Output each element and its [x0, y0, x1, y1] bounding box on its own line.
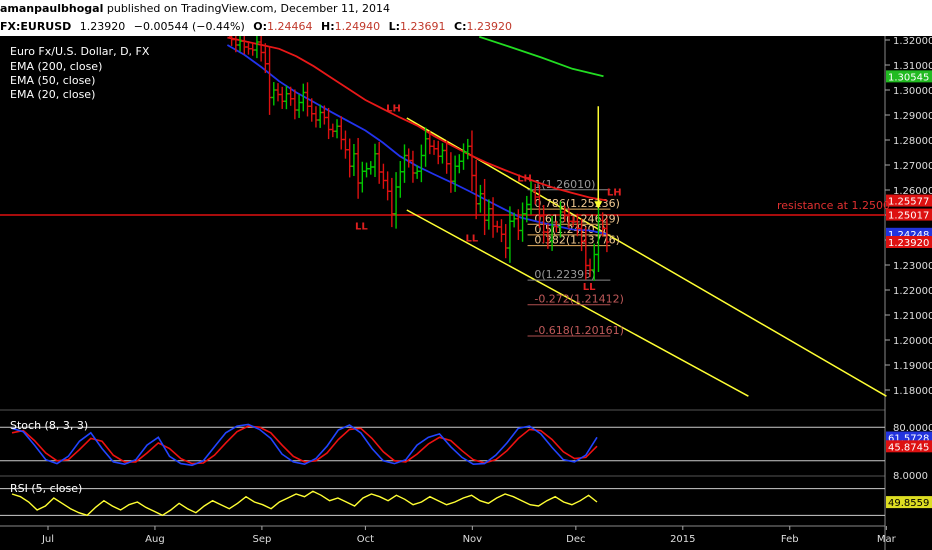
fib-level-label: -0.618(1.20161)	[534, 324, 624, 337]
time-tick-label: Nov	[463, 534, 483, 545]
price-tick-label: 1.21000	[893, 311, 932, 322]
swing-label: LL	[355, 221, 368, 232]
rsi-label: RSI (5, close)	[10, 482, 82, 495]
axes: 1.32000 1.31000 1.30000 1.29000 1.28000 1.270…	[41, 36, 932, 545]
price-badge-label: 1.25017	[888, 211, 929, 222]
time-tick-label: Oct	[357, 534, 374, 545]
stoch-badge-label: 45.8745	[888, 442, 929, 453]
open-label: O:	[253, 20, 267, 33]
legend-ema200: EMA (200, close)	[10, 60, 102, 73]
stoch-k-line	[11, 423, 598, 467]
legend-ema20: EMA (20, close)	[10, 88, 95, 101]
legend-title: Euro Fx/U.S. Dollar, D, FX	[10, 45, 150, 58]
price-badge	[886, 236, 932, 248]
stoch-tick-label: 8.0000	[893, 471, 928, 482]
time-tick-label: Jul	[41, 534, 54, 545]
price-tick-label: 1.18000	[893, 386, 932, 397]
price-badge-label: 1.25577	[888, 197, 929, 208]
fib-level-label: -0.272(1.21412)	[534, 293, 624, 306]
stochastic-panel[interactable]	[0, 423, 885, 467]
price-tick-label: 1.19000	[893, 361, 932, 372]
published-text: published on TradingView.com, December 1…	[106, 2, 391, 15]
swing-label: LH	[386, 103, 401, 114]
price-tick-label: 1.31000	[893, 61, 932, 72]
price-change: −0.00544 (−0.44%)	[133, 20, 245, 33]
price-tick-label: 1.22000	[893, 286, 932, 297]
price-badge	[886, 70, 932, 83]
resistance-label: resistance at 1.2500	[777, 199, 890, 212]
legend-ema50: EMA (50, close)	[10, 74, 95, 87]
last-price: 1.23920	[79, 20, 126, 33]
quote-bar: FX:EURUSD 1.23920 −0.00544 (−0.44%) O:1.…	[0, 18, 932, 36]
stoch-label: Stoch (8, 3, 3)	[10, 419, 88, 432]
author-name[interactable]: amanpaulbhogal	[0, 2, 104, 15]
time-tick-label: Sep	[252, 534, 271, 545]
rsi-panel[interactable]	[0, 488, 885, 517]
price-tick-label: 1.23000	[893, 261, 932, 272]
rsi-badge	[886, 496, 932, 509]
price-badge-label: 1.23920	[888, 238, 929, 249]
price-tick-label: 1.28000	[893, 136, 932, 147]
fib-level-label: 0.786(1.25236)	[534, 197, 620, 210]
swing-label: LL	[465, 233, 478, 244]
price-badge-label: 1.24248	[888, 230, 929, 241]
price-tick-label: 1.20000	[893, 336, 932, 347]
price-tick-label: 1.29000	[893, 111, 932, 122]
price-tick-label: 1.30000	[893, 86, 932, 97]
channel-lower-line	[406, 209, 749, 397]
price-badge	[886, 208, 932, 221]
fib-level-label: 1(1.26010)	[534, 178, 595, 191]
fib-level-label: 0(1.22395)	[534, 268, 595, 281]
time-tick-label: 2015	[670, 534, 695, 545]
price-tick-label: 1.26000	[893, 186, 932, 197]
time-tick-label: Mar	[877, 534, 897, 545]
swing-label: LL	[583, 282, 596, 293]
swing-label: LH	[607, 188, 622, 199]
rsi-line	[11, 490, 598, 517]
ema50-line	[227, 36, 608, 202]
high-value: 1.24940	[334, 20, 381, 33]
swing-label: LH	[517, 173, 532, 184]
stoch-badge	[886, 440, 932, 453]
open-value: 1.24464	[267, 20, 313, 33]
price-badge	[886, 194, 932, 207]
channel-upper-line	[406, 117, 887, 397]
close-value: 1.23920	[466, 20, 513, 33]
stoch-d-line	[11, 425, 598, 465]
time-tick-label: Feb	[781, 534, 799, 545]
time-tick-label: Dec	[566, 534, 585, 545]
rsi-badge-label: 49.8559	[888, 498, 929, 509]
symbol[interactable]: FX:EURUSD	[0, 20, 72, 33]
time-tick-label: Aug	[145, 534, 165, 545]
arrow-head	[594, 201, 603, 209]
low-label: L:	[388, 20, 401, 33]
ema200-line	[479, 36, 604, 78]
price-tick-label: 1.32000	[893, 36, 932, 47]
publish-header: amanpaulbhogal published on TradingView.…	[0, 0, 932, 18]
price-panel[interactable]: 1(1.26010)0.786(1.25236)0.618(1.24629)0.…	[0, 36, 887, 397]
low-value: 1.23691	[400, 20, 446, 33]
high-label: H:	[321, 20, 335, 33]
chart-area[interactable]: 1(1.26010)0.786(1.25236)0.618(1.24629)0.…	[0, 36, 932, 550]
price-tick-label: 1.27000	[893, 161, 932, 172]
stoch-tick-label: 80.0000	[893, 423, 932, 434]
price-badge-label: 1.30545	[888, 72, 929, 83]
close-label: C:	[454, 20, 467, 33]
stoch-badge-label: 61.5728	[888, 434, 929, 445]
